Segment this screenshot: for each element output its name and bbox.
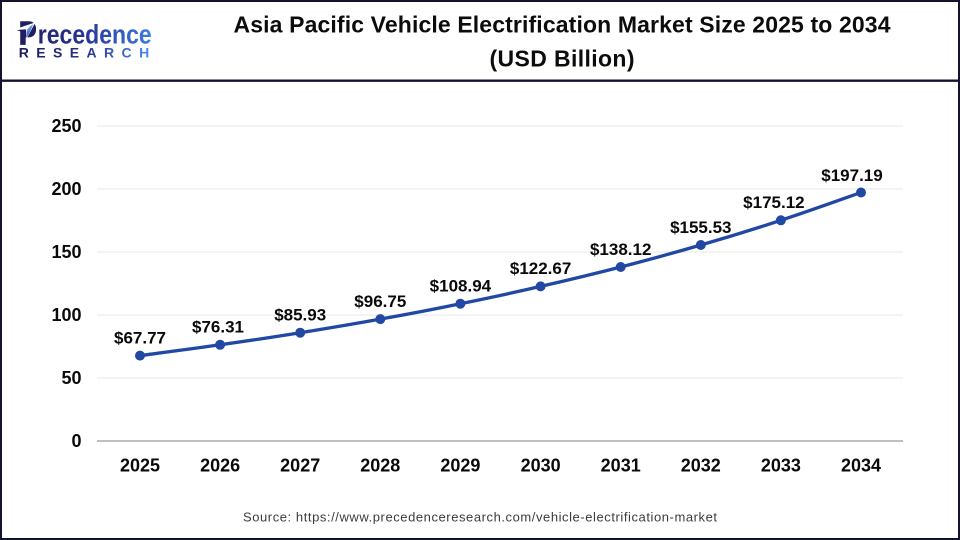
svg-text:2032: 2032 [681,456,721,476]
svg-text:2026: 2026 [200,456,240,476]
svg-text:$197.19: $197.19 [821,166,882,185]
svg-text:$108.94: $108.94 [430,277,492,296]
svg-text:$76.31: $76.31 [192,318,244,337]
svg-text:2027: 2027 [280,456,320,476]
svg-text:$155.53: $155.53 [670,218,731,237]
svg-text:2025: 2025 [120,456,160,476]
svg-text:2031: 2031 [601,456,641,476]
svg-text:50: 50 [61,368,81,388]
svg-text:200: 200 [51,179,81,199]
svg-text:2028: 2028 [360,456,400,476]
svg-text:2033: 2033 [761,456,801,476]
svg-text:$138.12: $138.12 [590,240,651,259]
svg-text:$96.75: $96.75 [354,292,406,311]
svg-text:150: 150 [51,242,81,262]
svg-text:100: 100 [51,305,81,325]
svg-text:0: 0 [71,431,81,451]
svg-text:2029: 2029 [440,456,480,476]
svg-text:$67.77: $67.77 [114,328,166,347]
svg-text:Asia Pacific Vehicle Electrifi: Asia Pacific Vehicle Electrification Mar… [234,12,891,38]
svg-text:2030: 2030 [521,456,561,476]
svg-text:2034: 2034 [841,456,881,476]
svg-text:recedence: recedence [38,20,152,50]
svg-text:$175.12: $175.12 [743,193,804,212]
svg-text:Source: https://www.precedence: Source: https://www.precedenceresearch.c… [243,510,717,525]
svg-text:$122.67: $122.67 [510,259,571,278]
svg-text:(USD Billion): (USD Billion) [490,45,635,71]
svg-text:$85.93: $85.93 [274,306,326,325]
svg-text:250: 250 [51,116,81,136]
